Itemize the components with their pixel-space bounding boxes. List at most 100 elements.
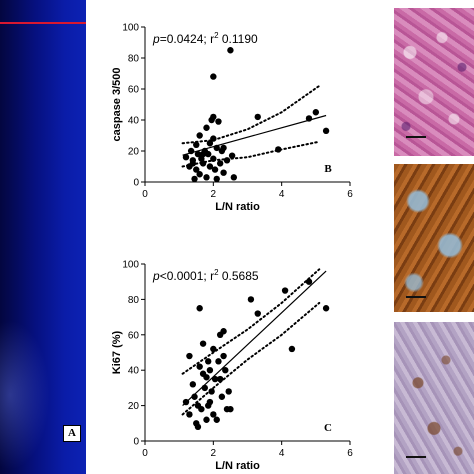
ci-upper-band	[181, 84, 321, 145]
data-point	[216, 160, 224, 167]
ci-lower-band	[181, 301, 321, 416]
data-point	[228, 152, 236, 159]
data-point	[206, 367, 214, 374]
data-point	[223, 157, 231, 164]
r-squared-superscript: 2	[214, 268, 219, 277]
panel-letter-box	[320, 160, 336, 175]
data-point	[189, 160, 197, 167]
data-point	[312, 109, 320, 116]
data-point	[203, 124, 210, 131]
data-point	[218, 393, 226, 400]
data-point	[203, 416, 210, 423]
data-point	[275, 146, 282, 153]
data-point	[205, 402, 212, 409]
data-point	[220, 328, 227, 335]
data-point	[208, 388, 215, 395]
data-point	[191, 393, 198, 400]
y-tick-label: 20	[128, 401, 140, 412]
p-value-text: <0.0001; r	[160, 269, 214, 283]
data-point	[199, 340, 207, 347]
data-point	[203, 174, 210, 181]
data-point	[205, 358, 212, 365]
scale-bar	[406, 456, 426, 458]
data-point	[210, 345, 217, 353]
p-symbol: p	[152, 269, 160, 283]
panel-letter-b: B	[324, 163, 332, 175]
data-point	[194, 150, 202, 158]
stats-annotation: p<0.0001; r2 0.5685	[152, 268, 259, 283]
data-point	[193, 166, 200, 173]
data-point	[254, 113, 261, 121]
data-point	[288, 345, 296, 353]
y-tick-label: 40	[128, 116, 140, 127]
data-point	[225, 388, 232, 395]
scale-bar	[406, 296, 426, 298]
ci-upper-band	[181, 268, 321, 375]
ci-lower-band	[181, 140, 321, 168]
panel-letter-c: C	[324, 422, 332, 434]
x-tick-label: 2	[211, 189, 217, 200]
x-tick-label: 6	[347, 448, 353, 459]
data-point	[211, 375, 219, 383]
data-point	[220, 144, 227, 152]
data-point	[206, 140, 214, 147]
y-tick-label: 20	[128, 147, 140, 158]
data-point	[305, 278, 313, 285]
y-tick-label: 0	[133, 437, 139, 448]
data-point	[211, 166, 219, 173]
x-tick-label: 6	[347, 189, 353, 200]
data-point	[215, 358, 222, 365]
p-value-text: =0.0424; r	[160, 32, 214, 46]
x-tick-label: 4	[279, 189, 285, 200]
y-tick-label: 80	[128, 54, 140, 65]
y-tick-label: 40	[128, 366, 140, 377]
data-point	[199, 150, 207, 158]
panel-letter-a: A	[63, 425, 81, 442]
data-point	[213, 144, 220, 152]
data-point	[210, 411, 217, 418]
chart-b: 0 20 40 60 80 100 0 2 4 6 L/N ratio caspase 3/500 p=…	[111, 23, 353, 214]
data-point	[196, 171, 203, 178]
regression-line	[182, 270, 327, 407]
data-point	[322, 305, 330, 312]
data-point	[191, 175, 198, 183]
data-point	[198, 405, 205, 413]
x-axis-label: L/N ratio	[215, 460, 260, 472]
data-point	[199, 160, 207, 167]
data-point	[210, 73, 217, 80]
fluorescence-glow	[0, 320, 50, 470]
ki67-stain-micrograph	[394, 164, 474, 312]
data-point	[220, 352, 227, 360]
data-point	[182, 398, 190, 406]
x-tick-label: 2	[211, 448, 217, 459]
data-point	[322, 127, 330, 135]
y-axis-label: Ki67 (%)	[111, 330, 123, 374]
data-point	[227, 405, 234, 413]
data-point	[220, 169, 227, 176]
data-point	[201, 384, 208, 392]
data-point	[196, 132, 203, 139]
x-tick-label: 0	[142, 448, 148, 459]
y-tick-label: 100	[122, 260, 139, 271]
x-axis-label: L/N ratio	[215, 201, 260, 213]
panel-letter-box	[320, 419, 336, 434]
data-point	[206, 163, 214, 170]
data-point	[227, 47, 234, 54]
r-squared-value: 0.5685	[219, 269, 259, 283]
data-point	[222, 367, 229, 374]
y-tick-label: 0	[133, 178, 139, 189]
data-point	[230, 174, 238, 181]
data-point	[305, 115, 313, 122]
data-point	[247, 296, 255, 303]
data-point	[210, 155, 217, 162]
data-point	[216, 375, 224, 383]
p-symbol: p	[152, 32, 160, 46]
x-tick-label: 0	[142, 189, 148, 200]
y-tick-label: 80	[128, 295, 140, 306]
y-tick-label: 60	[128, 85, 140, 96]
microscopy-panel-a	[0, 0, 86, 474]
data-point	[186, 411, 193, 418]
y-tick-label: 100	[122, 23, 139, 34]
data-point	[210, 113, 217, 121]
